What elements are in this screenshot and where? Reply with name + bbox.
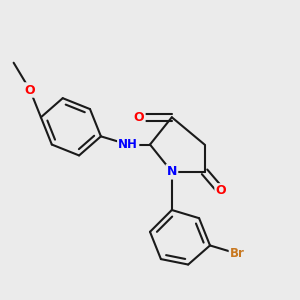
Text: O: O (216, 184, 226, 197)
Text: O: O (25, 83, 35, 97)
Text: NH: NH (118, 138, 138, 151)
Text: Br: Br (230, 247, 245, 260)
Text: N: N (167, 165, 177, 178)
Text: O: O (134, 111, 144, 124)
